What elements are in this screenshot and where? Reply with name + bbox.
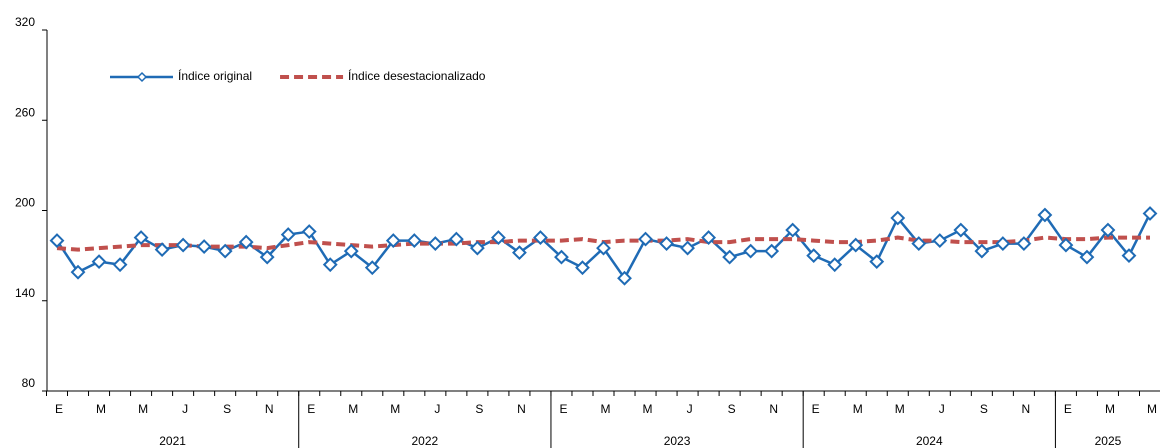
data-point [133, 230, 149, 245]
x-tick-label: M [601, 402, 611, 416]
data-point [385, 233, 401, 248]
data-point [533, 230, 548, 245]
data-point [848, 237, 864, 253]
x-tick-label: E [812, 402, 820, 416]
data-point [280, 227, 296, 242]
x-tick-label: M [96, 402, 106, 416]
x-tick-label: M [138, 402, 148, 416]
data-point [869, 254, 885, 270]
data-point [49, 233, 65, 248]
data-point [890, 210, 906, 226]
data-point [722, 249, 738, 265]
data-point [427, 236, 443, 252]
x-tick-label: M [348, 402, 358, 416]
x-tick-label: M [643, 402, 653, 416]
x-tick-label: M [895, 402, 905, 416]
data-point [953, 222, 969, 238]
data-point [1037, 207, 1053, 223]
x-tick-label: E [55, 402, 63, 416]
data-point [469, 240, 485, 256]
x-tick-label: J [939, 402, 945, 416]
data-point [448, 231, 464, 247]
year-label: 2025 [1095, 434, 1122, 448]
x-tick-label: S [475, 402, 483, 416]
data-point [322, 257, 338, 273]
legend-label: Índice desestacionalizado [348, 68, 486, 83]
data-point [406, 233, 422, 248]
x-tick-label: E [307, 402, 315, 416]
y-tick-label: 140 [15, 286, 35, 300]
data-point [1142, 206, 1158, 221]
data-point [238, 234, 254, 250]
data-point [217, 243, 233, 259]
data-point [701, 230, 717, 245]
data-point [974, 243, 990, 259]
x-tick-label: J [687, 402, 693, 416]
data-point [364, 260, 380, 276]
data-point [743, 243, 759, 259]
data-point [512, 245, 527, 261]
data-point [575, 260, 590, 276]
y-tick-label: 260 [15, 105, 35, 119]
x-tick-label: M [853, 402, 863, 416]
x-tick-label: N [1022, 402, 1031, 416]
data-point [932, 233, 948, 248]
data-point [1058, 237, 1074, 253]
y-tick-label: 320 [15, 15, 35, 29]
data-point [827, 257, 843, 273]
data-point [638, 231, 653, 247]
data-point [490, 230, 506, 245]
x-tick-label: M [1105, 402, 1115, 416]
y-tick-label: 200 [15, 196, 35, 210]
data-point [785, 222, 801, 238]
data-point [617, 270, 632, 286]
data-point [301, 224, 317, 239]
x-tick-label: M [1147, 402, 1157, 416]
data-point [154, 242, 170, 258]
data-point [175, 237, 191, 253]
data-point [995, 236, 1011, 252]
data-point [911, 236, 927, 252]
legend-marker [136, 71, 148, 83]
x-tick-label: E [1064, 402, 1072, 416]
x-tick-label: S [980, 402, 988, 416]
data-point [70, 264, 86, 280]
x-tick-label: J [182, 402, 188, 416]
year-label: 2021 [159, 434, 186, 448]
data-point [764, 243, 780, 259]
data-point [196, 239, 212, 255]
legend-label: Índice original [178, 68, 252, 83]
data-point [1121, 248, 1137, 264]
data-point [259, 249, 275, 265]
data-point [659, 236, 674, 252]
data-point [112, 257, 128, 273]
year-label: 2023 [664, 434, 691, 448]
x-tick-label: S [728, 402, 736, 416]
y-tick-label: 80 [22, 376, 36, 390]
x-tick-label: N [769, 402, 778, 416]
data-point [554, 249, 569, 265]
data-point [680, 240, 695, 256]
data-point [1016, 236, 1032, 252]
year-label: 2024 [916, 434, 943, 448]
data-point [596, 240, 611, 256]
x-tick-label: J [434, 402, 440, 416]
x-tick-label: N [265, 402, 274, 416]
year-label: 2022 [411, 434, 438, 448]
data-point [91, 254, 107, 270]
data-point [1079, 249, 1095, 265]
data-point [343, 243, 359, 259]
x-tick-label: N [517, 402, 526, 416]
x-tick-label: E [559, 402, 567, 416]
data-point [806, 248, 822, 264]
x-tick-label: M [390, 402, 400, 416]
x-tick-label: S [223, 402, 231, 416]
data-point [1100, 222, 1116, 238]
